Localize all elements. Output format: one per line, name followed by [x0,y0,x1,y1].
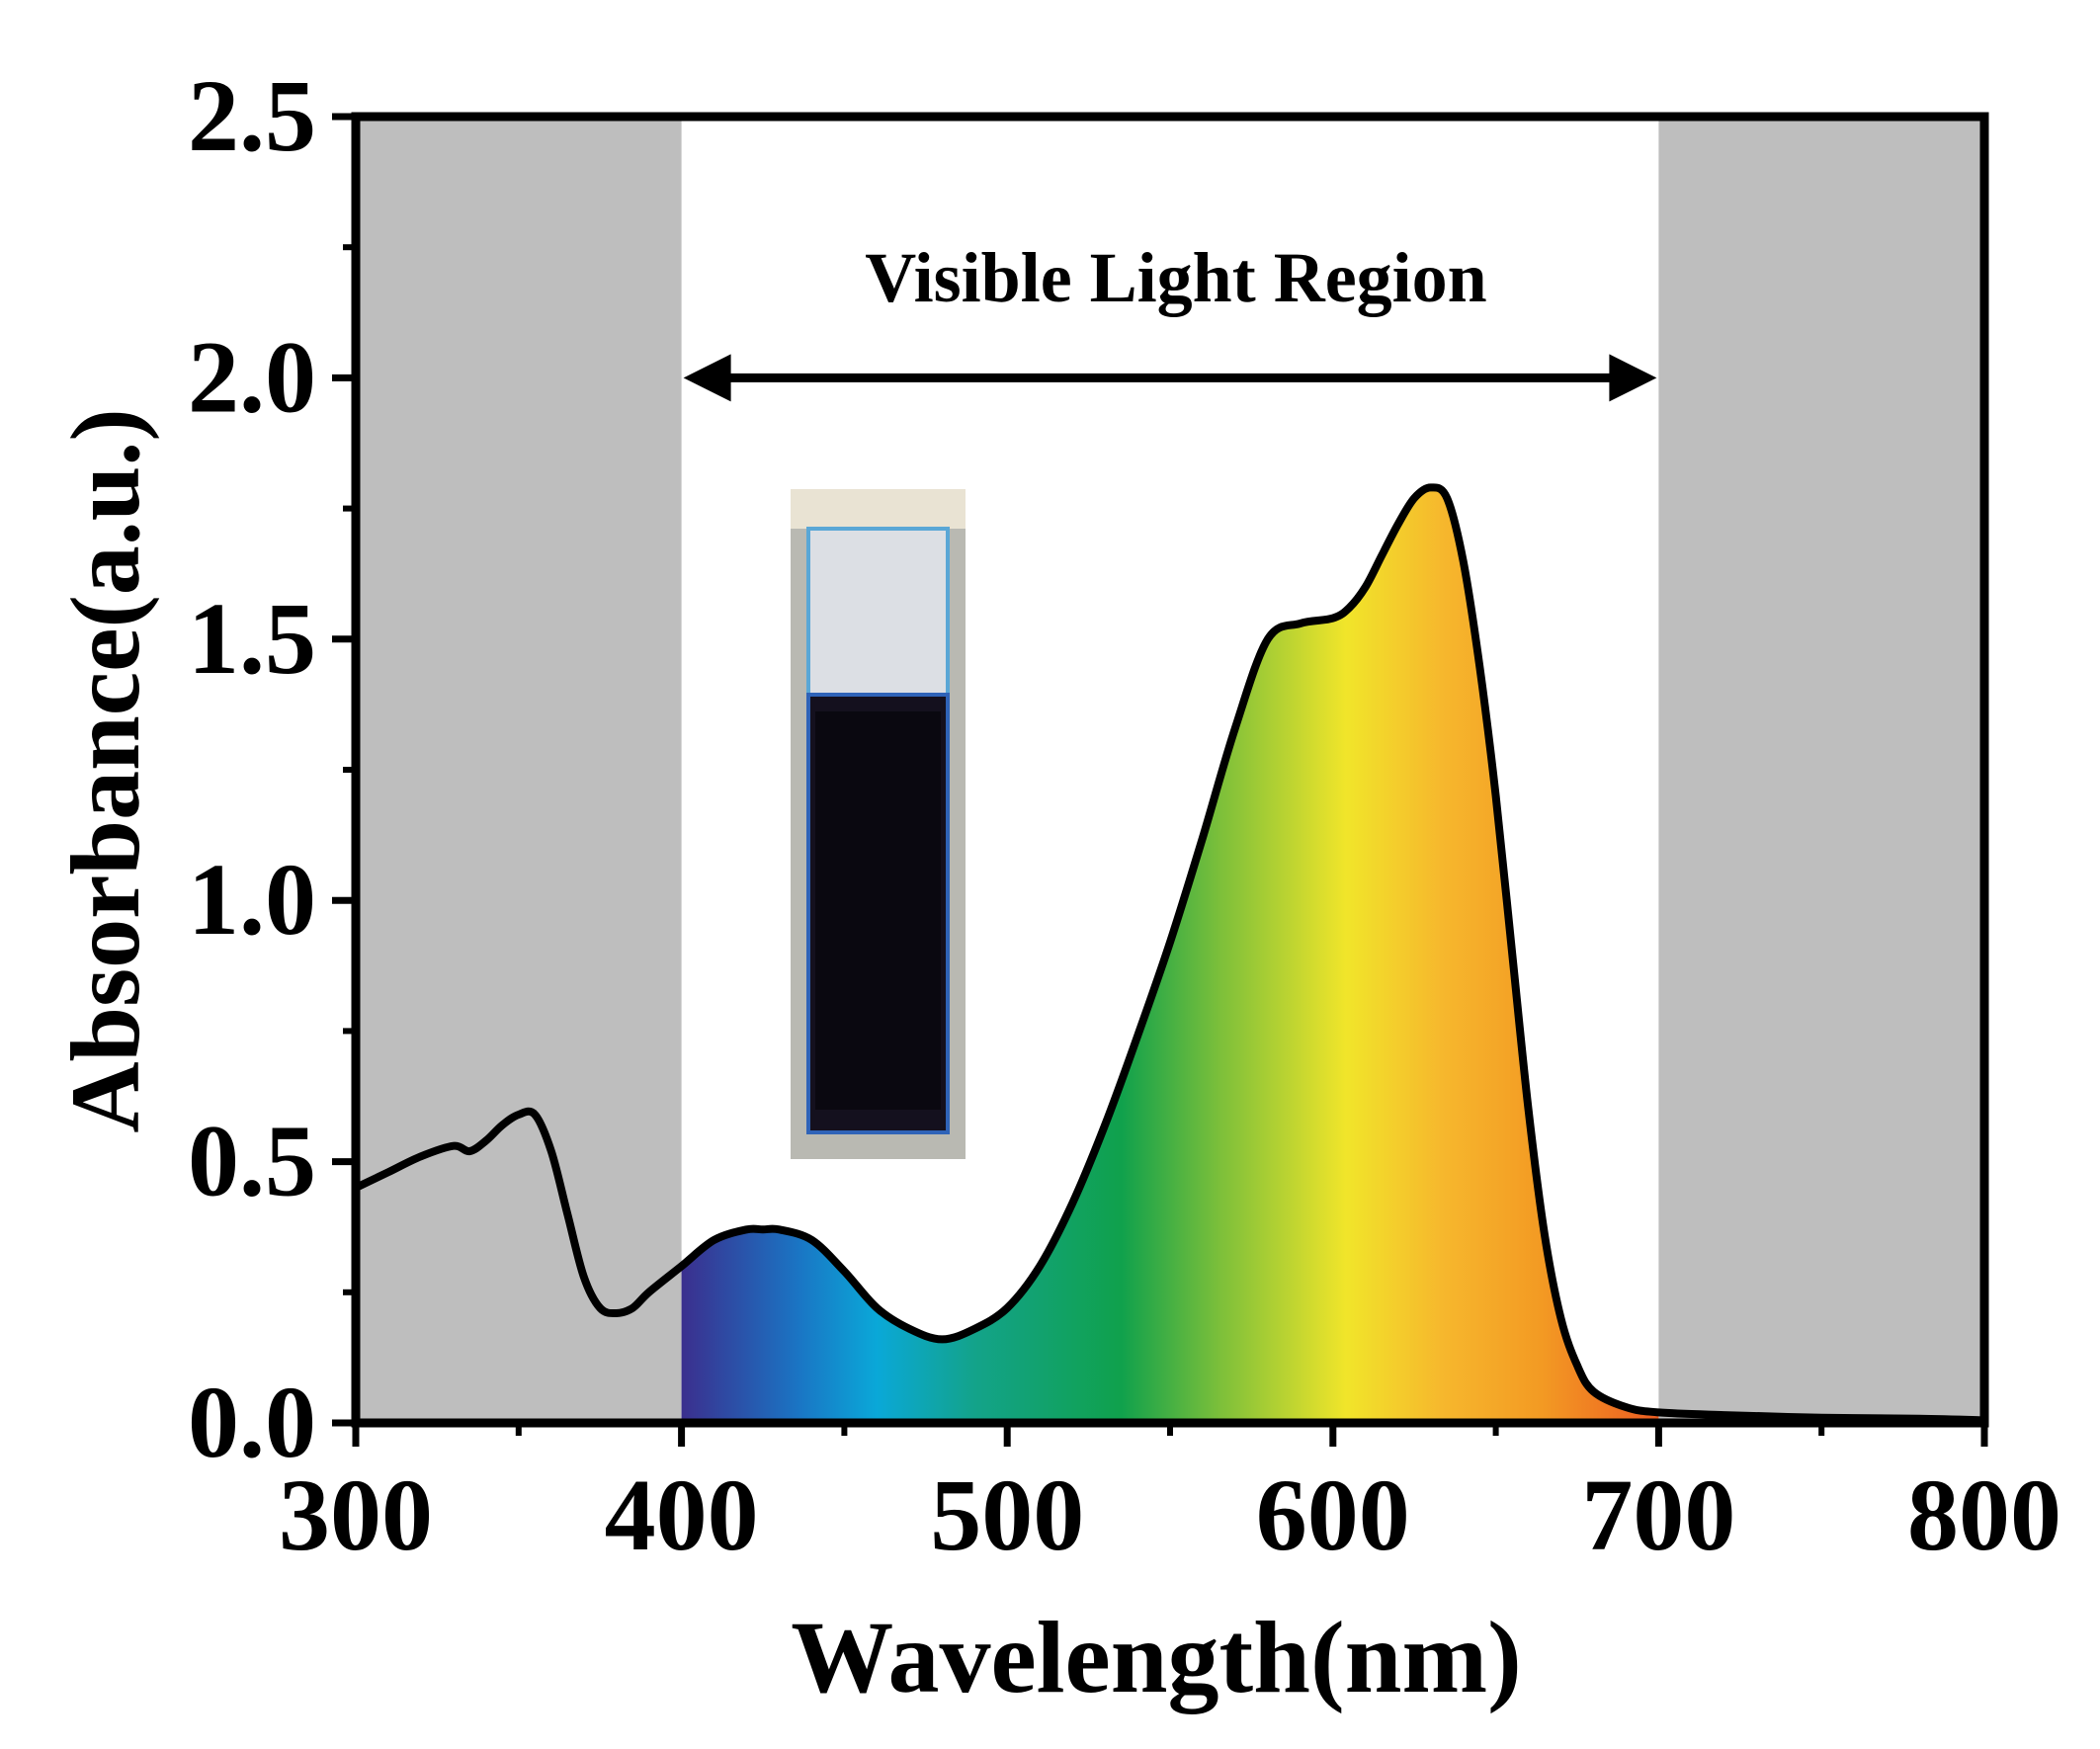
cuvette-photo [791,489,966,1159]
line-layer [352,483,1988,1425]
y-tick-label-1.5: 1.5 [188,582,316,696]
y-tick-label-1.0: 1.0 [188,843,316,957]
visible-region-label: Visible Light Region [865,238,1486,317]
y-tick-label-2.0: 2.0 [188,320,316,434]
absorbance-curve [352,483,1988,1425]
x-tick-label-300: 300 [279,1458,433,1572]
cuvette-solution-core [815,711,941,1110]
y-tick-label-0.5: 0.5 [188,1105,316,1218]
y-tick-label-0.0: 0.0 [188,1366,316,1479]
cuvette-cap [791,489,966,529]
arrow-head-right [1609,354,1657,402]
arrow-head-left [683,354,731,402]
absorbance-area-fill [681,487,1659,1423]
cuvette-headspace [806,527,950,699]
ir-region [1658,117,1984,1423]
axes-layer: 300 400 500 600 700 800 0.0 0.5 1.0 1.5 2.0 2.5 [188,59,2061,1572]
area-layer [681,487,1659,1423]
x-axis-title: Wavelength(nm) [791,1601,1522,1714]
x-tick-label-800: 800 [1907,1458,2061,1572]
axis-titles: Wavelength(nm) Absorbance(a.u.) [50,408,1522,1714]
annotation-layer: Visible Light Region [683,238,1657,402]
background-layer [356,117,1984,1423]
x-tick-label-500: 500 [930,1458,1084,1572]
uv-region [356,117,682,1423]
x-tick-label-400: 400 [605,1458,759,1572]
y-axis-title: Absorbance(a.u.) [50,408,160,1132]
y-tick-label-2.5: 2.5 [188,59,316,173]
x-tick-label-700: 700 [1581,1458,1735,1572]
x-tick-label-600: 600 [1256,1458,1410,1572]
